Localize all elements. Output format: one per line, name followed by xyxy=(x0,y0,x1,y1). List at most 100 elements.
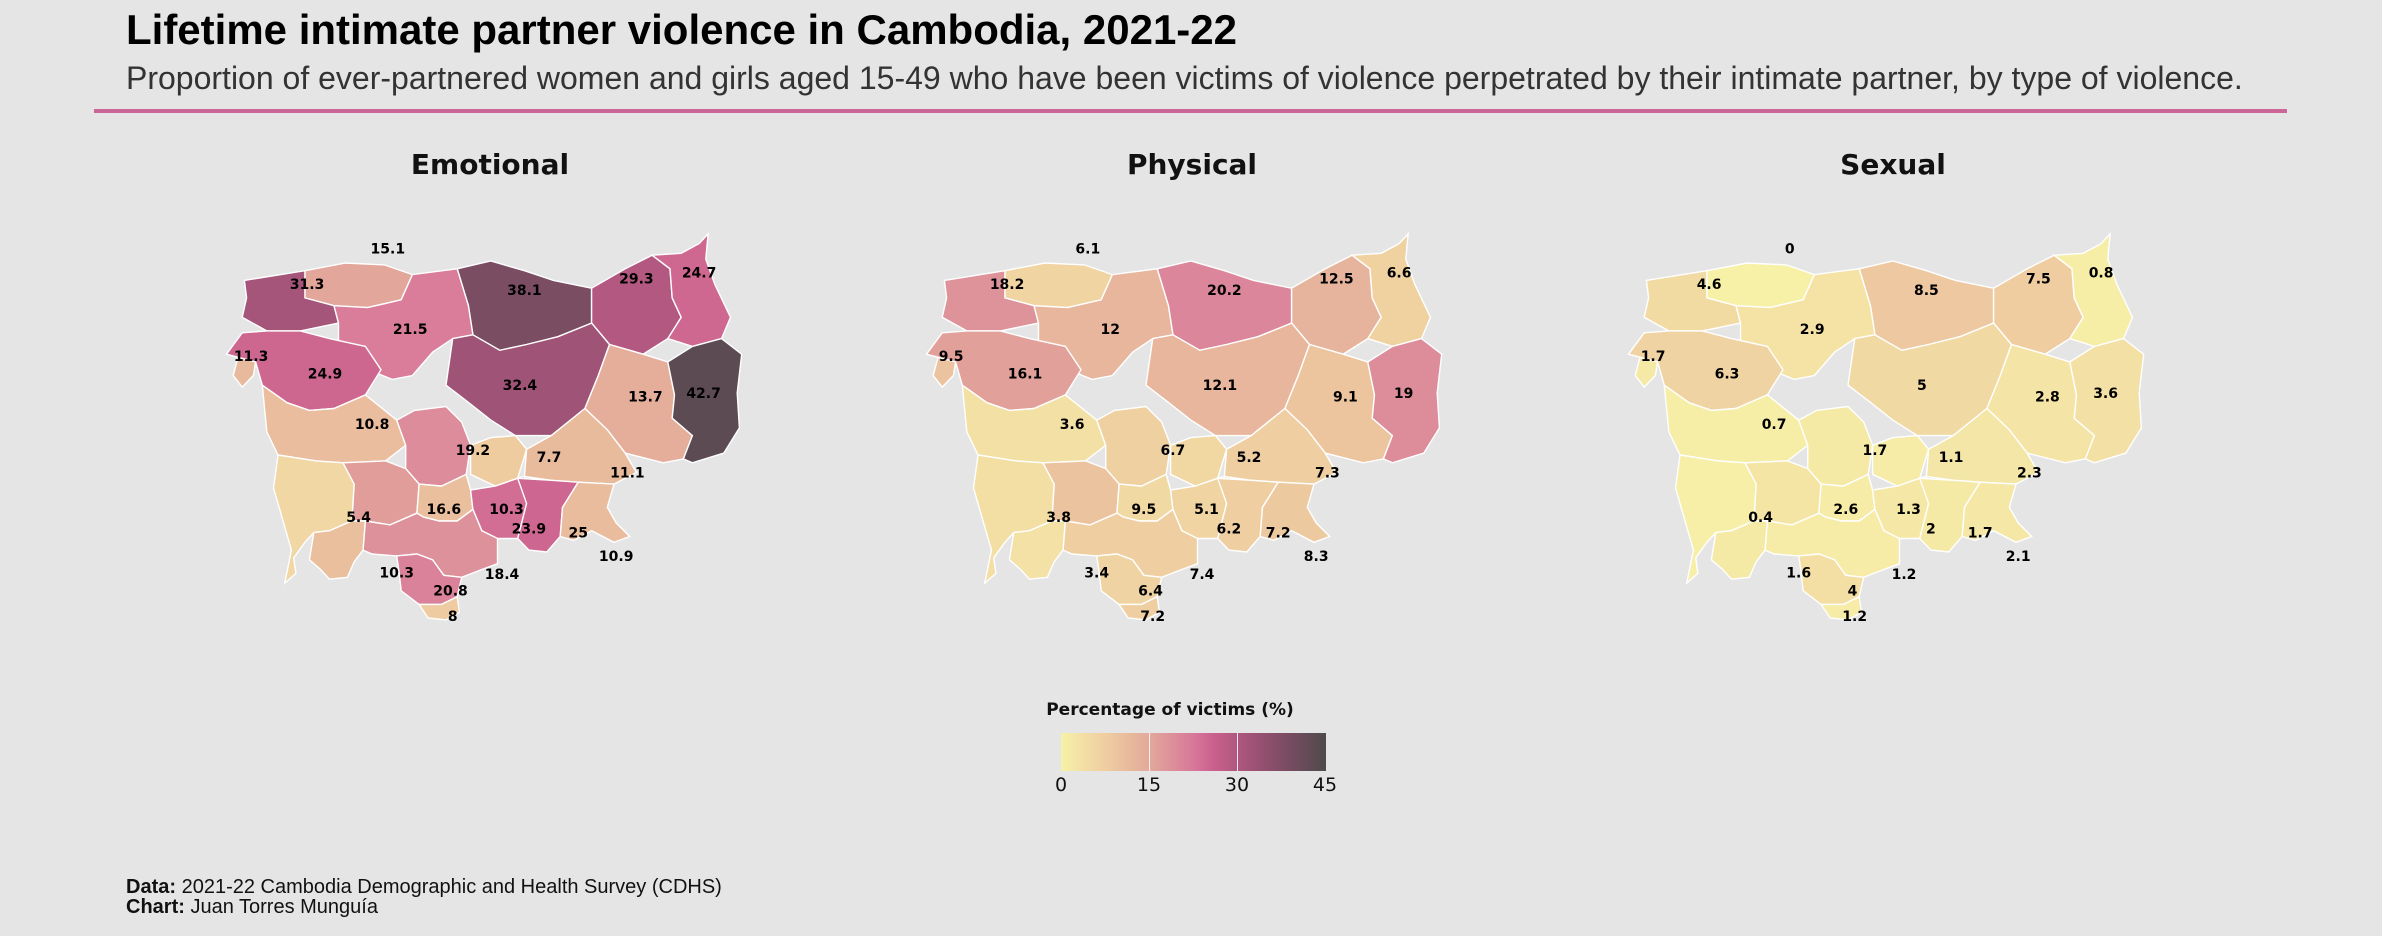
province-value-label: 31.3 xyxy=(290,277,325,293)
province-region xyxy=(1961,481,2033,544)
province-region xyxy=(650,231,732,348)
legend-tick-mark xyxy=(1237,733,1238,771)
province-value-label: 18.4 xyxy=(485,567,520,583)
province-value-label: 3.6 xyxy=(2093,386,2118,402)
map-title-sexual: Sexual xyxy=(1840,148,1946,181)
chart-credit-text: Juan Torres Munguía xyxy=(190,896,378,918)
province-value-label: 19.2 xyxy=(456,443,491,459)
province-value-label: 6.7 xyxy=(1160,443,1185,459)
province-region xyxy=(1259,481,1331,544)
province-value-label: 20.2 xyxy=(1207,283,1242,299)
province-value-label: 6.6 xyxy=(1387,266,1412,282)
chart-title: Lifetime intimate partner violence in Ca… xyxy=(126,6,1238,53)
province-value-label: 7.2 xyxy=(1266,526,1291,542)
province-value-label: 9.5 xyxy=(939,349,964,365)
province-region xyxy=(1223,407,1338,485)
province-value-label: 1.7 xyxy=(1968,526,1993,542)
province-value-label: 6.4 xyxy=(1138,584,1163,600)
province-value-label: 1.1 xyxy=(1939,450,1964,466)
legend-title: Percentage of victims (%) xyxy=(1046,700,1294,720)
province-value-label: 29.3 xyxy=(619,271,654,287)
province-value-label: 9.5 xyxy=(1131,502,1156,518)
province-value-label: 20.8 xyxy=(433,584,468,600)
chart-credit-label: Chart: xyxy=(126,896,185,918)
province-value-label: 12.5 xyxy=(1319,271,1354,287)
province-region xyxy=(1216,477,1280,553)
province-value-label: 8.3 xyxy=(1304,549,1329,565)
province-value-label: 4.6 xyxy=(1697,277,1722,293)
province-value-label: 5.4 xyxy=(346,510,371,526)
province-value-label: 5.2 xyxy=(1237,450,1262,466)
data-source-text: 2021-22 Cambodia Demographic and Health … xyxy=(181,876,722,898)
province-value-label: 5 xyxy=(1917,378,1927,394)
province-value-label: 25 xyxy=(568,526,587,542)
province-value-label: 9.1 xyxy=(1333,390,1358,406)
province-value-label: 19 xyxy=(1394,386,1413,402)
province-value-label: 2 xyxy=(1926,522,1936,538)
province-value-label: 0.4 xyxy=(1748,510,1773,526)
province-value-label: 5.1 xyxy=(1194,502,1219,518)
legend-label-0: 0 xyxy=(1054,774,1068,796)
province-value-label: 0 xyxy=(1785,241,1795,257)
province-value-label: 11.3 xyxy=(234,349,269,365)
province-value-label: 13.7 xyxy=(628,390,663,406)
province-value-label: 2.6 xyxy=(1833,502,1858,518)
province-region xyxy=(1367,337,1443,464)
province-value-label: 2.1 xyxy=(2006,549,2031,565)
province-region xyxy=(2069,337,2145,464)
province-value-label: 7.3 xyxy=(1315,465,1340,481)
title-divider xyxy=(94,109,2287,113)
province-value-label: 1.2 xyxy=(1892,567,1917,583)
province-value-label: 8 xyxy=(448,609,458,625)
legend-label-15: 15 xyxy=(1136,774,1162,796)
legend-label-30: 30 xyxy=(1224,774,1250,796)
province-value-label: 4 xyxy=(1848,584,1858,600)
province-value-label: 1.7 xyxy=(1862,443,1887,459)
province-value-label: 38.1 xyxy=(507,283,542,299)
province-value-label: 23.9 xyxy=(512,522,547,538)
province-value-label: 18.2 xyxy=(990,277,1025,293)
province-region xyxy=(516,477,580,553)
chart-credit-caption: Chart: Juan Torres Munguía xyxy=(126,896,378,919)
province-region xyxy=(241,269,340,332)
province-value-label: 7.5 xyxy=(2026,271,2051,287)
province-value-label: 6.3 xyxy=(1715,366,1740,382)
data-source-label: Data: xyxy=(126,876,177,898)
province-region xyxy=(1350,231,1432,348)
province-value-label: 7.7 xyxy=(537,450,562,466)
province-region xyxy=(523,407,638,485)
legend-label-45: 45 xyxy=(1312,774,1338,796)
map-sexual: 0 4.6 8.5 7.5 0.8 2.9 1.7 6.3 5 2.8 3.6 0.7 1.7 1.1 2.… xyxy=(1627,231,2145,625)
province-value-label: 1.7 xyxy=(1641,349,1666,365)
province-value-label: 24.9 xyxy=(308,366,343,382)
province-region xyxy=(417,595,461,621)
province-value-label: 10.9 xyxy=(599,549,634,565)
province-value-label: 2.9 xyxy=(1800,322,1825,338)
province-region xyxy=(1819,595,1863,621)
province-value-label: 2.8 xyxy=(2035,390,2060,406)
province-value-label: 16.1 xyxy=(1008,366,1043,382)
province-region xyxy=(941,269,1040,332)
province-value-label: 11.1 xyxy=(610,465,645,481)
province-value-label: 42.7 xyxy=(686,386,721,402)
province-region xyxy=(1117,595,1161,621)
province-value-label: 3.6 xyxy=(1060,417,1085,433)
map-physical: 6.1 18.2 20.2 12.5 6.6 12 9.5 16.1 12.1 9.1 19 3.6 6… xyxy=(925,231,1443,625)
province-region xyxy=(1710,520,1769,580)
province-value-label: 21.5 xyxy=(393,322,428,338)
province-region xyxy=(559,481,631,544)
province-value-label: 1.6 xyxy=(1786,565,1811,581)
province-value-label: 6.2 xyxy=(1216,522,1241,538)
province-value-label: 12 xyxy=(1100,322,1119,338)
province-value-label: 16.6 xyxy=(427,502,462,518)
province-value-label: 10.3 xyxy=(489,502,524,518)
legend-color-bar xyxy=(1061,733,1326,771)
province-region xyxy=(1918,477,1982,553)
province-value-label: 2.3 xyxy=(2017,465,2042,481)
province-region xyxy=(1008,520,1067,580)
province-region xyxy=(1643,269,1742,332)
map-title-physical: Physical xyxy=(1126,148,1258,181)
province-value-label: 15.1 xyxy=(371,241,406,257)
province-region xyxy=(1925,407,2040,485)
